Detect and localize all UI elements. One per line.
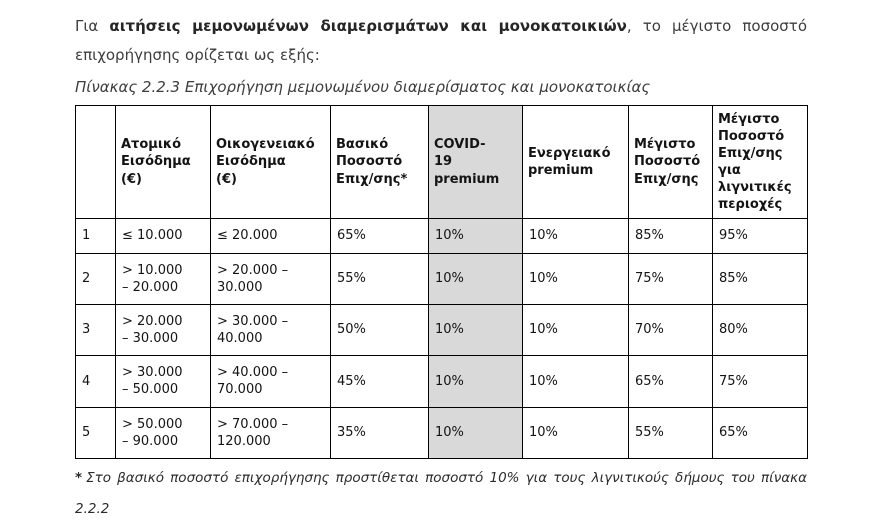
cell-covid-premium: 10%	[428, 355, 523, 408]
cell-covid-premium: 10%	[428, 252, 523, 305]
table-row: 3 > 20.000 – 30.000 > 30.000 – 40.000 50…	[75, 303, 808, 357]
cell-base-rate: 65%	[330, 218, 429, 254]
header-family-income: Οικογενειακό Εισόδημα (€)	[210, 104, 331, 220]
cell-family-income: > 70.000 – 120.000	[210, 406, 331, 459]
cell-row-number: 5	[75, 406, 116, 459]
cell-covid-premium: 10%	[428, 303, 523, 357]
footnote-text: Στο βασικό ποσοστό επιχορήγησης προστίθε…	[75, 469, 807, 517]
cell-energy-premium: 10%	[522, 252, 629, 305]
cell-max-rate: 75%	[628, 252, 713, 305]
cell-max-rate: 55%	[628, 406, 713, 459]
cell-max-rate: 65%	[628, 355, 713, 408]
cell-row-number: 1	[75, 218, 116, 254]
table-caption: Πίνακας 2.2.3 Επιχορήγηση μεμονωμένου δι…	[75, 77, 651, 96]
cell-base-rate: 45%	[330, 355, 429, 408]
cell-covid-premium: 10%	[428, 406, 523, 459]
cell-individual-income: ≤ 10.000	[115, 218, 211, 254]
header-individual-income: Ατομικό Εισόδημα (€)	[115, 104, 211, 220]
header-row-number	[75, 104, 116, 220]
cell-individual-income: > 30.000 – 50.000	[115, 355, 211, 408]
cell-energy-premium: 10%	[522, 406, 629, 459]
cell-row-number: 4	[75, 355, 116, 408]
cell-family-income: > 40.000 – 70.000	[210, 355, 331, 408]
cell-energy-premium: 10%	[522, 355, 629, 408]
header-base-rate: Βασικό Ποσοστό Επιχ/σης*	[330, 104, 429, 220]
cell-max-rate: 85%	[628, 218, 713, 254]
footnote: * Στο βασικό ποσοστό επιχορήγησης προστίθ…	[75, 463, 807, 525]
table-row: 4 > 30.000 – 50.000 > 40.000 – 70.000 45…	[75, 355, 808, 408]
cell-individual-income: > 50.000 – 90.000	[115, 406, 211, 459]
table-row: 2 > 10.000 – 20.000 > 20.000 – 30.000 55…	[75, 252, 808, 305]
cell-family-income: > 30.000 – 40.000	[210, 303, 331, 357]
header-energy-premium: Ενεργειακό premium	[522, 104, 629, 220]
intro-prefix: Για	[75, 17, 110, 35]
cell-max-rate-lignite: 95%	[712, 218, 808, 254]
subsidy-table: Ατομικό Εισόδημα (€) Οικογενειακό Εισόδη…	[75, 104, 808, 459]
cell-base-rate: 50%	[330, 303, 429, 357]
cell-max-rate-lignite: 75%	[712, 355, 808, 408]
cell-energy-premium: 10%	[522, 218, 629, 254]
table-row: 5 > 50.000 – 90.000 > 70.000 – 120.000 3…	[75, 406, 808, 459]
cell-individual-income: > 10.000 – 20.000	[115, 252, 211, 305]
cell-max-rate-lignite: 85%	[712, 252, 808, 305]
cell-energy-premium: 10%	[522, 303, 629, 357]
intro-paragraph: Για αιτήσεις μεμονωμένων διαμερισμάτων κ…	[75, 12, 807, 71]
cell-max-rate-lignite: 65%	[712, 406, 808, 459]
intro-suffix: , το μέγιστο ποσοστό επιχορήγησης ορίζετ…	[75, 17, 807, 65]
header-covid-premium: COVID- 19 premium	[428, 104, 523, 220]
cell-max-rate: 70%	[628, 303, 713, 357]
cell-base-rate: 35%	[330, 406, 429, 459]
cell-row-number: 3	[75, 303, 116, 357]
cell-base-rate: 55%	[330, 252, 429, 305]
cell-individual-income: > 20.000 – 30.000	[115, 303, 211, 357]
cell-max-rate-lignite: 80%	[712, 303, 808, 357]
cell-family-income: > 20.000 – 30.000	[210, 252, 331, 305]
intro-bold-phrase: αιτήσεις μεμονωμένων διαμερισμάτων και μ…	[109, 17, 627, 35]
header-max-rate-lignite: Μέγιστο Ποσοστό Επιχ/σης για λιγνιτικές …	[712, 104, 808, 220]
cell-family-income: ≤ 20.000	[210, 218, 331, 254]
cell-covid-premium: 10%	[428, 218, 523, 254]
table-row: 1 ≤ 10.000 ≤ 20.000 65% 10% 10% 85% 95%	[75, 218, 808, 254]
footnote-asterisk: *	[75, 469, 83, 486]
header-row: Ατομικό Εισόδημα (€) Οικογενειακό Εισόδη…	[75, 104, 808, 220]
cell-row-number: 2	[75, 252, 116, 305]
header-max-rate: Μέγιστο Ποσοστό Επιχ/σης	[628, 104, 713, 220]
